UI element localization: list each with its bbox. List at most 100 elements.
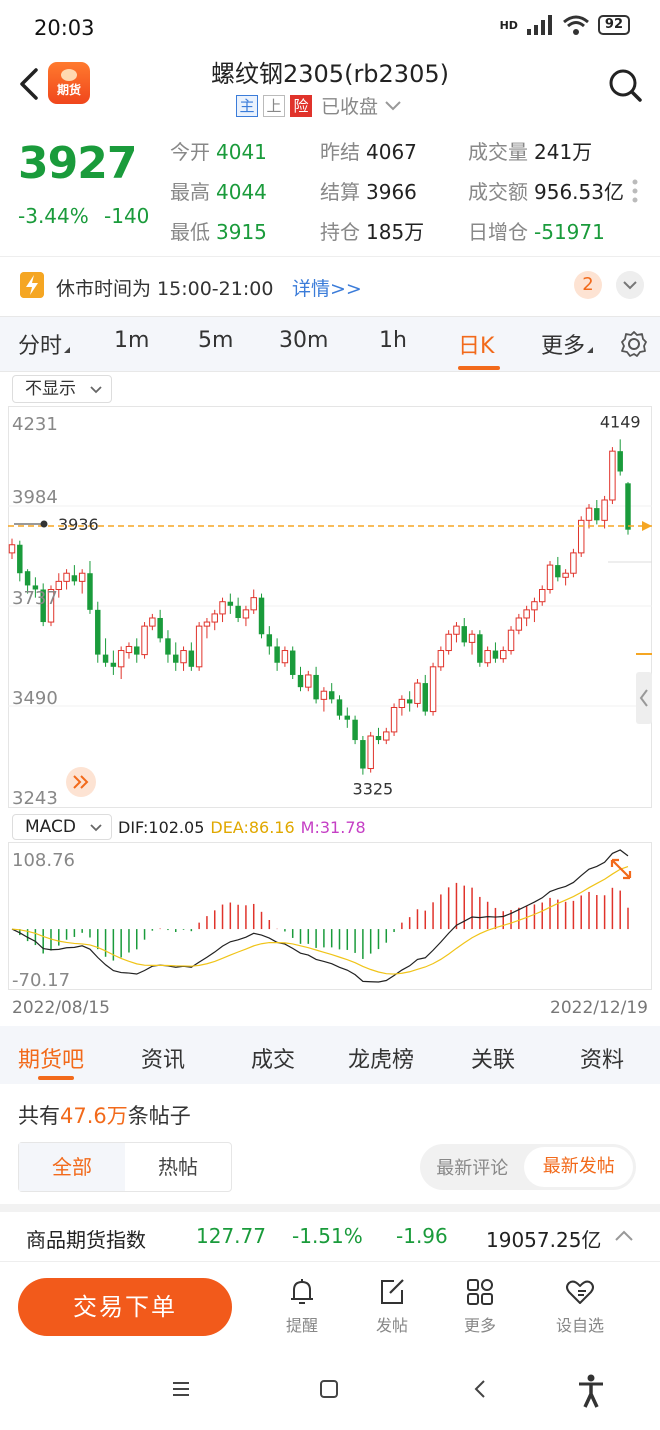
tab-related[interactable]: 关联 [471, 1048, 516, 1073]
tab-30m[interactable]: 30m [279, 328, 329, 353]
add-watchlist-button[interactable]: 设自选 [550, 1276, 610, 1336]
quote-settle: 结算 3966 [320, 176, 417, 205]
post-button[interactable]: 发帖 [362, 1276, 422, 1336]
more-vertical-icon[interactable] [632, 178, 638, 204]
candle-body [625, 483, 631, 530]
macd-dea: DEA:86.16 [210, 818, 295, 837]
tab-1h[interactable]: 1h [379, 328, 407, 353]
y-tick-label: 3243 [12, 788, 58, 808]
overlay-indicator-select[interactable]: 不显示 [12, 375, 112, 403]
candle-body [515, 617, 523, 631]
candle-body [422, 683, 428, 712]
content-tabs [0, 1026, 660, 1084]
candle-body [398, 698, 406, 708]
sort-latest-post-button[interactable]: 最新发帖 [524, 1147, 633, 1187]
quote-low: 最低 3915 [170, 216, 267, 245]
quote-label: 今开 [170, 140, 210, 164]
candle-body [383, 731, 390, 741]
menu-icon[interactable] [170, 1378, 192, 1400]
app-logo: 期货 [48, 62, 90, 104]
filter-hot-button[interactable]: 热帖 [158, 1155, 198, 1179]
candle-body [40, 589, 46, 623]
more-button[interactable]: 更多 [450, 1276, 510, 1336]
watchlist-label: 设自选 [555, 1316, 604, 1335]
back-arrow-icon[interactable] [14, 64, 44, 104]
candle-body [188, 650, 195, 667]
candle-body [352, 719, 358, 741]
candle-body [141, 625, 148, 656]
accessibility-icon[interactable] [576, 1374, 606, 1408]
sort-latest-comment-button[interactable]: 最新评论 [436, 1158, 509, 1179]
candle-body [468, 633, 476, 643]
tab-leaderboard[interactable]: 龙虎榜 [348, 1048, 415, 1073]
home-icon[interactable] [318, 1378, 340, 1400]
index-value: 127.77 [196, 1224, 266, 1248]
candle-body [219, 601, 226, 615]
tab-trades[interactable]: 成交 [251, 1048, 296, 1073]
candle-body [110, 662, 117, 667]
tab-intraday[interactable]: 分时 [18, 328, 71, 360]
back-icon[interactable] [470, 1378, 492, 1400]
tab-daily-k[interactable]: 日K [458, 334, 495, 359]
candle-body [102, 654, 109, 663]
candle-body [250, 597, 257, 611]
candle-body [8, 544, 16, 554]
filter-all-button[interactable]: 全部 [19, 1143, 125, 1191]
alert-label: 提醒 [285, 1316, 318, 1335]
corner-indicator [587, 347, 594, 353]
quote-prev-settle: 昨结 4067 [320, 136, 417, 165]
candle-body [32, 585, 39, 590]
index-ticker[interactable] [0, 1212, 660, 1262]
candle-body [157, 617, 163, 639]
heart-icon [566, 1280, 594, 1304]
candle-body [195, 625, 203, 668]
tag-risk: 险 [290, 94, 312, 117]
candle-body [281, 650, 289, 664]
quote-high: 最高 4044 [170, 176, 267, 205]
tab-5m[interactable]: 5m [198, 328, 234, 353]
candle-body [134, 646, 140, 655]
candle-body [429, 666, 437, 713]
candle-body [63, 572, 70, 582]
candle-body [242, 609, 250, 619]
network-type: HD [499, 18, 518, 32]
candle-body [125, 645, 133, 654]
candle-body [211, 613, 218, 623]
macd-chart[interactable]: 108.76 -70.17 [8, 842, 652, 990]
gear-icon[interactable] [620, 330, 648, 358]
index-change-percent: -1.51% [292, 1224, 363, 1248]
candle-body [546, 564, 554, 591]
candle-body [390, 707, 398, 733]
tab-1m[interactable]: 1m [114, 328, 150, 353]
fullscreen-icon[interactable] [610, 858, 632, 880]
candlestick-chart[interactable]: 3936 4231 3984 3737 3490 3243 4149 3325 [8, 406, 652, 808]
chevron-down-icon[interactable] [383, 99, 403, 113]
active-tab-underline [458, 366, 500, 370]
notice-count-badge[interactable]: 2 [574, 271, 602, 299]
chevron-down-icon[interactable] [616, 271, 644, 299]
candle-body [117, 650, 125, 668]
trade-order-button[interactable]: 交易下单 [18, 1278, 232, 1336]
candle-body [477, 634, 483, 663]
side-drawer-handle[interactable] [636, 672, 652, 724]
candle-body [577, 519, 585, 554]
sub-indicator-select[interactable]: MACD [12, 814, 112, 840]
status-time: 20:03 [34, 16, 95, 40]
chevron-up-icon[interactable] [612, 1224, 636, 1248]
candle-body [492, 650, 499, 659]
notice-details-link[interactable]: 详情>> [292, 278, 362, 300]
change-percent: -3.44% [18, 204, 89, 228]
expand-chart-icon[interactable] [66, 767, 96, 797]
candle-body [414, 682, 421, 704]
candle-body [538, 589, 546, 603]
alert-button[interactable]: 提醒 [272, 1276, 332, 1336]
tab-profile[interactable]: 资料 [580, 1048, 625, 1073]
index-name: 商品期货指数 [26, 1228, 146, 1252]
index-turnover: 19057.25亿 [486, 1228, 602, 1252]
overlay-select-value: 不显示 [25, 379, 76, 399]
tab-more[interactable]: 更多 [541, 328, 594, 360]
tab-news[interactable]: 资讯 [141, 1048, 186, 1073]
search-icon[interactable] [606, 66, 644, 104]
tab-futures-forum[interactable]: 期货吧 [18, 1048, 85, 1073]
candle-body [266, 634, 273, 647]
